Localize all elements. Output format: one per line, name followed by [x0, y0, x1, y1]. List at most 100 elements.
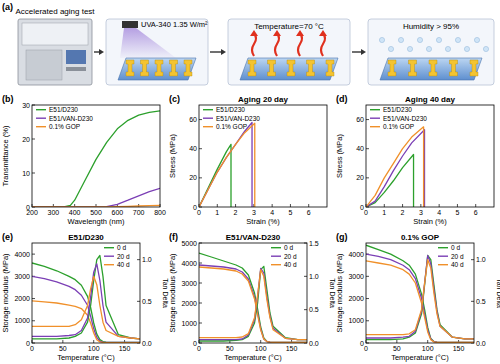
- dogbone-sample: [287, 60, 295, 76]
- x-axis-label: Strain (%): [246, 217, 280, 226]
- x-tick-label: 50: [393, 345, 401, 352]
- x-tick-label: 0: [197, 209, 201, 216]
- water-droplet: [455, 37, 460, 42]
- plot-area: [199, 253, 307, 342]
- x-axis-label: Temperature (°C): [391, 353, 449, 362]
- legend-label: 40 d: [451, 261, 464, 268]
- water-droplet: [407, 46, 412, 51]
- y-tick: [199, 323, 202, 324]
- dogbone-sample: [268, 60, 276, 76]
- x-tick-label: 0: [197, 345, 201, 352]
- heat-arrow-head: [250, 30, 258, 36]
- y2-tick-label: 0.0: [476, 340, 486, 347]
- legend-label: 0.1% GOP: [49, 123, 80, 130]
- y2-tick-label: 0.0: [142, 340, 152, 347]
- chart-title: Aging 40 day: [405, 95, 455, 104]
- y-tick-label: 2000: [181, 300, 197, 307]
- legend-label: E51/VAN-D230: [383, 115, 427, 122]
- y-tick-label: 60: [356, 116, 364, 123]
- x-tick-label: 2: [234, 209, 238, 216]
- y2-tick-label: 0.0: [309, 340, 319, 347]
- figure: (a)Accelerated aging testUVA-340 1.35 W/…: [0, 0, 500, 364]
- data-line: [199, 270, 307, 340]
- legend-swatch: [438, 256, 448, 257]
- heat-arrow-head: [273, 30, 281, 36]
- y-tick-label: 1000: [14, 317, 30, 324]
- y-tick-label: 1000: [181, 320, 197, 327]
- x-tick-label: 100: [422, 345, 434, 352]
- y-axis-label: Stress (MPa): [335, 134, 344, 178]
- control-button: [66, 67, 86, 71]
- x-tick-label: 150: [286, 345, 298, 352]
- legend-swatch: [203, 117, 213, 118]
- y-tick-label: 0: [360, 340, 364, 347]
- plot-frame: [366, 105, 494, 207]
- x-axis-label: Temperature (°C): [224, 353, 282, 362]
- data-line: [366, 256, 474, 340]
- legend-label: E51/D230: [216, 106, 245, 113]
- x-tick: [217, 204, 218, 207]
- y2-tick: [471, 259, 474, 260]
- y2-tick: [471, 301, 474, 302]
- plot-frame: [199, 243, 307, 343]
- x-tick: [308, 204, 309, 207]
- y-tick: [32, 320, 35, 321]
- y2-tick-label: 0.5: [142, 298, 152, 305]
- uv-light: [120, 28, 176, 58]
- dogbone-sample: [155, 60, 163, 76]
- y-tick-label: 3000: [14, 273, 30, 280]
- data-line: [366, 261, 474, 343]
- chart-panel: (g)0.1% GOP050100150010002000300040000.0…: [335, 232, 500, 362]
- x-tick: [475, 204, 476, 207]
- data-line: [199, 122, 252, 207]
- y-tick: [199, 119, 202, 120]
- y-tick-label: 60: [189, 116, 197, 123]
- dogbone-sample: [429, 60, 437, 76]
- y-tick-label: 5000: [181, 240, 197, 247]
- panel-label: (e): [2, 232, 13, 242]
- legend-swatch: [36, 109, 46, 110]
- x-tick-label: 3: [252, 209, 256, 216]
- process-box: [228, 19, 350, 85]
- y2-tick-label: 1.0: [309, 273, 319, 280]
- data-line: [366, 127, 424, 207]
- sample-board: [118, 58, 196, 80]
- plot-area: [199, 122, 255, 207]
- data-line: [199, 268, 307, 339]
- legend-label: 20 d: [451, 253, 464, 260]
- legend-swatch: [370, 117, 380, 118]
- x-tick: [439, 204, 440, 207]
- chart-title: 0.1% GOP: [401, 233, 440, 242]
- y-axis-label: Stress (MPa): [168, 134, 177, 178]
- y-tick: [32, 298, 35, 299]
- legend-swatch: [104, 264, 114, 265]
- x-tick-label: 100: [88, 345, 100, 352]
- legend-label: 0 d: [284, 244, 293, 251]
- sample-board: [240, 58, 338, 80]
- step-label: Humidity > 95%: [403, 22, 459, 31]
- x-tick-label: 600: [111, 209, 123, 216]
- chart-title: Aging 20 day: [238, 95, 288, 104]
- step-label: UVA-340 1.35 W/m²: [141, 20, 208, 29]
- heat-arrow: [321, 34, 325, 56]
- x-tick: [62, 340, 63, 343]
- data-line: [32, 263, 140, 342]
- data-line: [32, 256, 140, 339]
- legend-label: 0.1% GOP: [383, 123, 414, 130]
- legend-swatch: [370, 126, 380, 127]
- legend-label: 0 d: [117, 244, 126, 251]
- legend-swatch: [271, 264, 281, 265]
- legend-swatch: [203, 109, 213, 110]
- y-tick-label: 0: [26, 340, 30, 347]
- x-tick-label: 700: [133, 209, 145, 216]
- x-tick: [457, 204, 458, 207]
- data-line: [366, 155, 414, 207]
- control-panel: [66, 50, 86, 64]
- aging-chamber: [18, 19, 92, 85]
- y-tick-label: 20: [356, 174, 364, 181]
- sample-board: [380, 58, 482, 80]
- x-tick-label: 4: [437, 209, 441, 216]
- legend-label: E51/D230: [49, 106, 78, 113]
- x-tick-label: 400: [69, 209, 81, 216]
- y-tick-label: 20: [189, 174, 197, 181]
